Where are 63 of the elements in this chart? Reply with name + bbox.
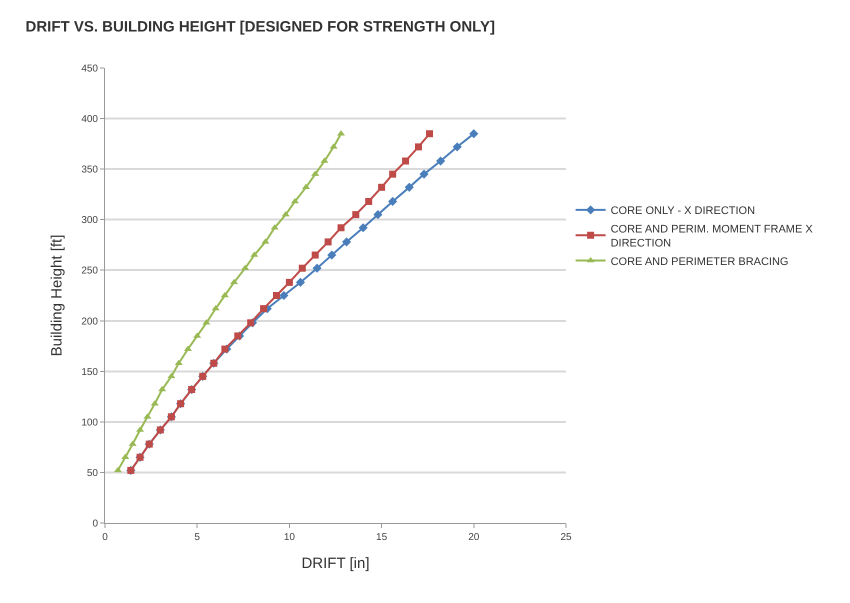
point <box>342 237 352 246</box>
y-tick-label: 450 <box>81 64 98 74</box>
point <box>352 211 360 218</box>
point <box>436 156 446 166</box>
y-tick-label: 350 <box>81 164 98 176</box>
point <box>469 129 478 138</box>
point <box>365 198 372 205</box>
point <box>193 332 202 338</box>
point <box>121 454 130 460</box>
y-tick-label: 300 <box>81 215 98 226</box>
point <box>114 466 122 472</box>
x-tick-label: 5 <box>194 532 200 543</box>
point <box>221 346 228 353</box>
point <box>389 170 396 178</box>
point <box>143 413 152 419</box>
point <box>327 250 336 260</box>
point <box>272 292 280 299</box>
chart-title: DRIFT VS. BUILDING HEIGHT [DESIGNED FOR STRENGTH ONLY] <box>26 18 495 36</box>
y-tick-label: 250 <box>81 266 98 277</box>
x-tick-label: 0 <box>102 532 108 543</box>
point <box>167 372 176 378</box>
point <box>286 278 293 286</box>
point <box>426 130 434 138</box>
point <box>279 290 288 300</box>
x-tick-label: 10 <box>284 532 296 543</box>
point <box>419 170 429 179</box>
point <box>338 224 345 232</box>
x-tick-label: 25 <box>560 532 572 543</box>
x-axis-title: DRIFT [in] <box>301 555 370 572</box>
y-tick-label: 150 <box>81 366 98 378</box>
point <box>290 198 299 204</box>
point <box>402 158 410 165</box>
point <box>452 142 462 152</box>
point <box>261 238 270 244</box>
point <box>414 143 422 150</box>
point <box>234 332 242 340</box>
x-tick-label: 20 <box>468 532 480 543</box>
y-tick-label: 50 <box>86 468 98 479</box>
y-tick-label: 100 <box>81 417 98 428</box>
legend-label: CORE AND PERIMETER BRACING <box>610 256 788 268</box>
y-axis-title: Building Height [ft] <box>48 234 66 356</box>
point <box>404 182 414 192</box>
point <box>247 319 254 326</box>
point <box>296 278 306 287</box>
point <box>324 238 332 246</box>
point <box>260 305 268 312</box>
point <box>330 143 338 149</box>
x-tick-label: 15 <box>376 532 388 543</box>
point <box>378 184 386 191</box>
point <box>298 264 306 272</box>
point <box>312 264 322 273</box>
point <box>388 196 398 206</box>
y-tick-label: 200 <box>81 316 98 328</box>
y-tick-label: 400 <box>81 114 98 126</box>
legend-label: CORE ONLY - X DIRECTION <box>610 205 756 218</box>
point <box>202 319 210 325</box>
point <box>373 210 382 220</box>
point <box>312 252 319 259</box>
point <box>270 224 279 230</box>
point <box>230 278 238 284</box>
y-tick-label: 0 <box>92 518 98 530</box>
legend-label: CORE AND PERIM. MOMENT FRAME X DIRECTION <box>610 223 814 250</box>
point <box>358 223 368 232</box>
